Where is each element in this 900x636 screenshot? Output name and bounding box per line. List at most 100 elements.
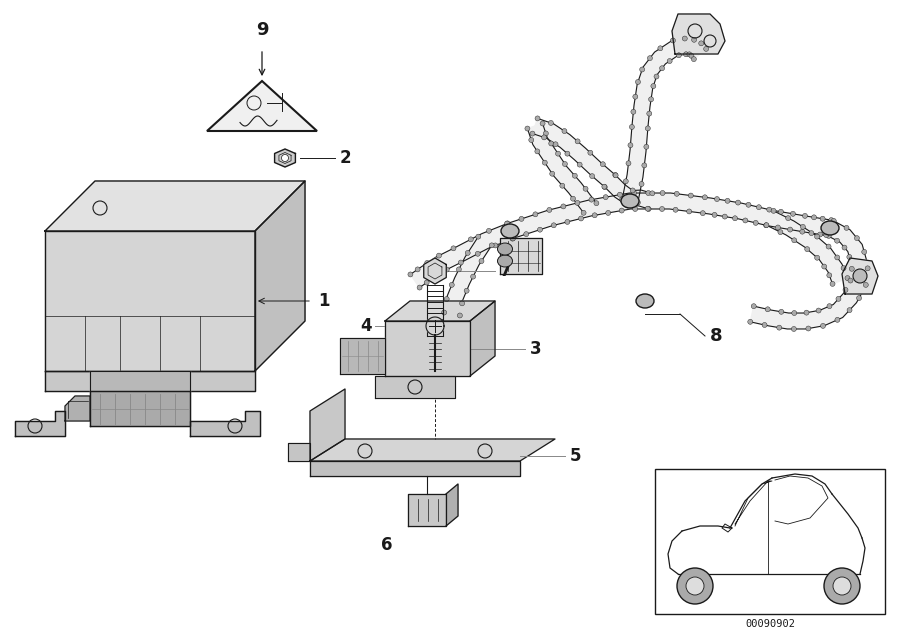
Circle shape <box>700 211 706 216</box>
Circle shape <box>715 197 719 202</box>
Circle shape <box>792 238 796 243</box>
Polygon shape <box>207 81 317 131</box>
Circle shape <box>415 267 420 272</box>
Polygon shape <box>90 371 190 391</box>
Circle shape <box>613 172 617 177</box>
Polygon shape <box>340 338 385 374</box>
Circle shape <box>687 209 692 214</box>
Circle shape <box>464 288 469 293</box>
Circle shape <box>493 243 498 248</box>
Ellipse shape <box>498 243 512 255</box>
Circle shape <box>817 232 823 237</box>
Circle shape <box>771 209 776 213</box>
Polygon shape <box>424 258 446 284</box>
Circle shape <box>490 243 494 248</box>
Circle shape <box>816 308 821 313</box>
Circle shape <box>748 319 752 324</box>
Circle shape <box>861 249 867 254</box>
Circle shape <box>778 309 784 314</box>
Circle shape <box>602 184 608 190</box>
Circle shape <box>632 191 636 195</box>
Polygon shape <box>65 396 90 421</box>
Circle shape <box>686 577 704 595</box>
Circle shape <box>547 207 552 212</box>
Circle shape <box>602 184 607 189</box>
Circle shape <box>658 46 662 51</box>
Circle shape <box>776 225 780 230</box>
Circle shape <box>645 126 651 131</box>
Circle shape <box>577 162 582 167</box>
Circle shape <box>626 161 631 166</box>
Circle shape <box>676 53 681 58</box>
Circle shape <box>667 59 672 64</box>
Circle shape <box>550 171 554 176</box>
Circle shape <box>814 234 820 239</box>
Circle shape <box>533 212 538 217</box>
Circle shape <box>619 208 625 213</box>
Circle shape <box>631 109 636 114</box>
Circle shape <box>592 213 598 218</box>
Circle shape <box>551 223 556 228</box>
Text: 7: 7 <box>500 262 511 280</box>
Circle shape <box>753 221 758 225</box>
Circle shape <box>581 211 586 216</box>
Circle shape <box>562 128 567 134</box>
Circle shape <box>629 125 634 130</box>
Circle shape <box>589 197 594 202</box>
Circle shape <box>647 111 652 116</box>
Circle shape <box>763 223 769 228</box>
Circle shape <box>620 197 625 202</box>
Circle shape <box>542 135 546 140</box>
Circle shape <box>549 141 554 146</box>
Circle shape <box>835 317 840 322</box>
Polygon shape <box>45 371 255 391</box>
Circle shape <box>650 191 655 196</box>
Circle shape <box>682 36 688 41</box>
Circle shape <box>829 218 833 223</box>
Circle shape <box>762 322 767 328</box>
Polygon shape <box>604 176 652 209</box>
Circle shape <box>646 191 651 195</box>
Circle shape <box>827 303 832 308</box>
Polygon shape <box>527 123 597 213</box>
Circle shape <box>579 216 583 221</box>
Circle shape <box>824 233 829 238</box>
Circle shape <box>624 179 628 184</box>
Circle shape <box>778 230 783 235</box>
Polygon shape <box>408 494 446 526</box>
Ellipse shape <box>501 224 519 238</box>
Circle shape <box>600 162 606 167</box>
Circle shape <box>644 144 649 149</box>
Polygon shape <box>90 391 190 426</box>
Circle shape <box>826 233 832 238</box>
Polygon shape <box>385 321 470 376</box>
Circle shape <box>832 218 836 223</box>
Circle shape <box>543 160 547 165</box>
Text: 4: 4 <box>360 317 372 335</box>
Ellipse shape <box>621 194 639 208</box>
Polygon shape <box>310 461 520 476</box>
Circle shape <box>688 53 694 59</box>
Circle shape <box>468 237 473 242</box>
Circle shape <box>830 281 835 286</box>
Text: 00090902: 00090902 <box>745 619 795 629</box>
Circle shape <box>510 236 515 241</box>
Text: 3: 3 <box>530 340 542 357</box>
Circle shape <box>670 38 675 43</box>
Circle shape <box>603 195 608 200</box>
Text: 5: 5 <box>570 447 581 465</box>
Circle shape <box>674 191 680 197</box>
Circle shape <box>786 216 791 221</box>
Circle shape <box>649 97 653 102</box>
Circle shape <box>575 139 580 144</box>
Circle shape <box>733 216 737 221</box>
Circle shape <box>704 46 708 52</box>
Polygon shape <box>533 118 616 187</box>
Circle shape <box>537 227 543 232</box>
Circle shape <box>561 204 566 209</box>
Ellipse shape <box>498 255 512 267</box>
Circle shape <box>475 251 481 256</box>
Circle shape <box>800 225 806 230</box>
Circle shape <box>847 308 852 313</box>
Circle shape <box>529 137 534 142</box>
